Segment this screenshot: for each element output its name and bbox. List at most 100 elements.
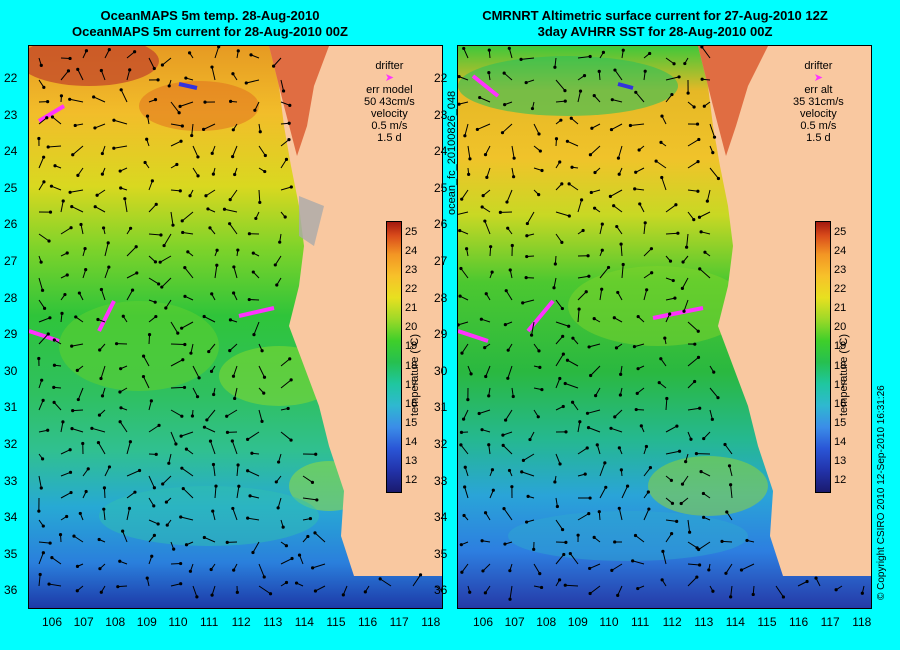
left-colorbar (386, 221, 402, 493)
latitude-tick-label: 23 (434, 107, 448, 122)
left-title-line1: OceanMAPS 5m temp. 28-Aug-2010 (100, 8, 320, 23)
copyright-text: © Copyright CSIRO 2010 12-Sep-2010 16:31… (876, 385, 887, 600)
latitude-tick-label: 33 (434, 473, 448, 488)
colorbar-tick-label: 24 (834, 245, 847, 258)
latitude-tick-label: 36 (4, 583, 18, 598)
latitude-tick-label: 32 (434, 437, 448, 451)
longitude-tick-label: 113 (694, 615, 714, 629)
right-map-title: CMRNRT Altimetric surface current for 27… (445, 8, 865, 40)
colorbar-tick-label: 20 (834, 321, 847, 334)
latitude-tick-label: 31 (4, 400, 18, 415)
left-map-title: OceanMAPS 5m temp. 28-Aug-2010 OceanMAPS… (0, 8, 420, 40)
left-legend: drifter ➤ err model 50 43cm/s velocity 0… (364, 60, 415, 144)
longitude-tick-label: 108 (105, 615, 126, 629)
left-map-svg (29, 46, 442, 608)
longitude-tick-label: 111 (631, 615, 650, 629)
right-legend: drifter ➤ err alt 35 31cm/s velocity 0.5… (793, 60, 844, 144)
latitude-tick-label: 26 (4, 217, 18, 232)
longitude-tick-label: 116 (789, 615, 809, 629)
latitude-tick-label: 28 (4, 290, 18, 305)
colorbar-tick-label: 22 (405, 283, 418, 296)
colorbar-tick-label: 24 (405, 245, 418, 258)
colorbar-tick-label: 12 (834, 474, 847, 486)
colorbar-tick-label: 15 (405, 416, 418, 429)
colorbar-tick-label: 17 (405, 378, 418, 391)
colorbar-tick-label: 25 (834, 226, 847, 238)
colorbar-tick-label: 23 (405, 264, 418, 277)
longitude-tick-label: 110 (599, 615, 619, 629)
longitude-tick-label: 118 (421, 615, 441, 629)
longitude-tick-label: 112 (231, 615, 251, 629)
err-values: 35 31cm/s (793, 96, 844, 108)
velocity-days: 1.5 d (806, 132, 831, 144)
err-label: err model (366, 84, 413, 96)
right-title-line1: CMRNRT Altimetric surface current for 27… (482, 8, 828, 23)
longitude-tick-label: 114 (294, 615, 314, 629)
latitude-tick-label: 24 (434, 144, 448, 159)
latitude-tick-label: 30 (4, 363, 18, 378)
latitude-tick-label: 29 (434, 327, 448, 342)
latitude-tick-label: 29 (4, 327, 18, 342)
longitude-tick-label: 115 (757, 615, 777, 629)
latitude-tick-label: 35 (4, 546, 18, 561)
colorbar-tick-label: 18 (405, 359, 418, 372)
colorbar-tick-label: 15 (834, 416, 847, 429)
colorbar-tick-label: 14 (834, 435, 847, 448)
colorbar-tick-label: 20 (405, 321, 418, 334)
colorbar-tick-label: 25 (405, 226, 418, 238)
latitude-tick-label: 26 (434, 217, 448, 232)
drifter-marker-icon: ➤ (813, 72, 823, 84)
right-title-line2: 3day AVHRR SST for 28-Aug-2010 00Z (537, 24, 773, 39)
colorbar-tick-label: 13 (405, 454, 418, 467)
left-map-panel[interactable]: drifter ➤ err model 50 43cm/s velocity 0… (28, 45, 443, 609)
colorbar-tick-label: 16 (834, 397, 847, 410)
colorbar-tick-label: 14 (405, 435, 418, 448)
right-map-panel[interactable]: drifter ➤ err alt 35 31cm/s velocity 0.5… (457, 45, 872, 609)
colorbar-tick-label: 21 (405, 302, 418, 315)
longitude-tick-label: 107 (504, 615, 525, 629)
colorbar-tick-label: 17 (834, 378, 847, 391)
latitude-tick-label: 34 (434, 510, 448, 525)
left-title-line2: OceanMAPS 5m current for 28-Aug-2010 00Z (72, 24, 348, 39)
longitude-tick-label: 106 (473, 615, 494, 629)
current-vectors-right (458, 46, 865, 601)
drifter-label: drifter (804, 60, 833, 72)
longitude-tick-label: 111 (200, 615, 219, 629)
velocity-label: velocity (371, 108, 408, 120)
latitude-tick-label: 23 (4, 107, 18, 122)
colorbar-tick-label: 22 (834, 283, 847, 296)
velocity-scale: 0.5 m/s (371, 120, 408, 132)
colorbar-tick-label: 21 (834, 302, 847, 315)
err-values: 50 43cm/s (364, 96, 415, 108)
longitude-tick-label: 113 (263, 615, 283, 629)
velocity-scale: 0.5 m/s (800, 120, 837, 132)
latitude-tick-label: 28 (434, 290, 448, 305)
colorbar-tick-label: 16 (405, 397, 418, 410)
longitude-tick-label: 108 (536, 615, 557, 629)
latitude-tick-label: 34 (4, 510, 18, 525)
latitude-tick-label: 30 (434, 363, 448, 378)
longitude-tick-label: 116 (358, 615, 378, 629)
velocity-label: velocity (800, 108, 837, 120)
err-label: err alt (804, 84, 833, 96)
latitude-tick-label: 31 (434, 400, 448, 415)
longitude-tick-label: 110 (168, 615, 188, 629)
forecast-id-text: ocean_fc_20100826_048 (446, 90, 458, 215)
colorbar-tick-label: 19 (405, 340, 418, 353)
latitude-tick-label: 24 (4, 144, 18, 159)
current-vectors-left (37, 46, 442, 599)
longitude-tick-label: 109 (567, 615, 588, 629)
latitude-tick-label: 22 (434, 71, 448, 85)
colorbar-tick-label: 18 (834, 359, 847, 372)
latitude-tick-label: 27 (4, 254, 18, 268)
latitude-tick-label: 27 (434, 254, 448, 268)
longitude-tick-label: 112 (662, 615, 682, 629)
latitude-tick-label: 25 (4, 180, 18, 195)
latitude-tick-label: 22 (4, 71, 18, 85)
latitude-tick-label: 25 (434, 180, 448, 195)
longitude-tick-label: 106 (42, 615, 63, 629)
longitude-tick-label: 117 (820, 615, 840, 629)
colorbar-tick-label: 23 (834, 264, 847, 277)
velocity-days: 1.5 d (377, 132, 402, 144)
longitude-tick-label: 115 (326, 615, 346, 629)
